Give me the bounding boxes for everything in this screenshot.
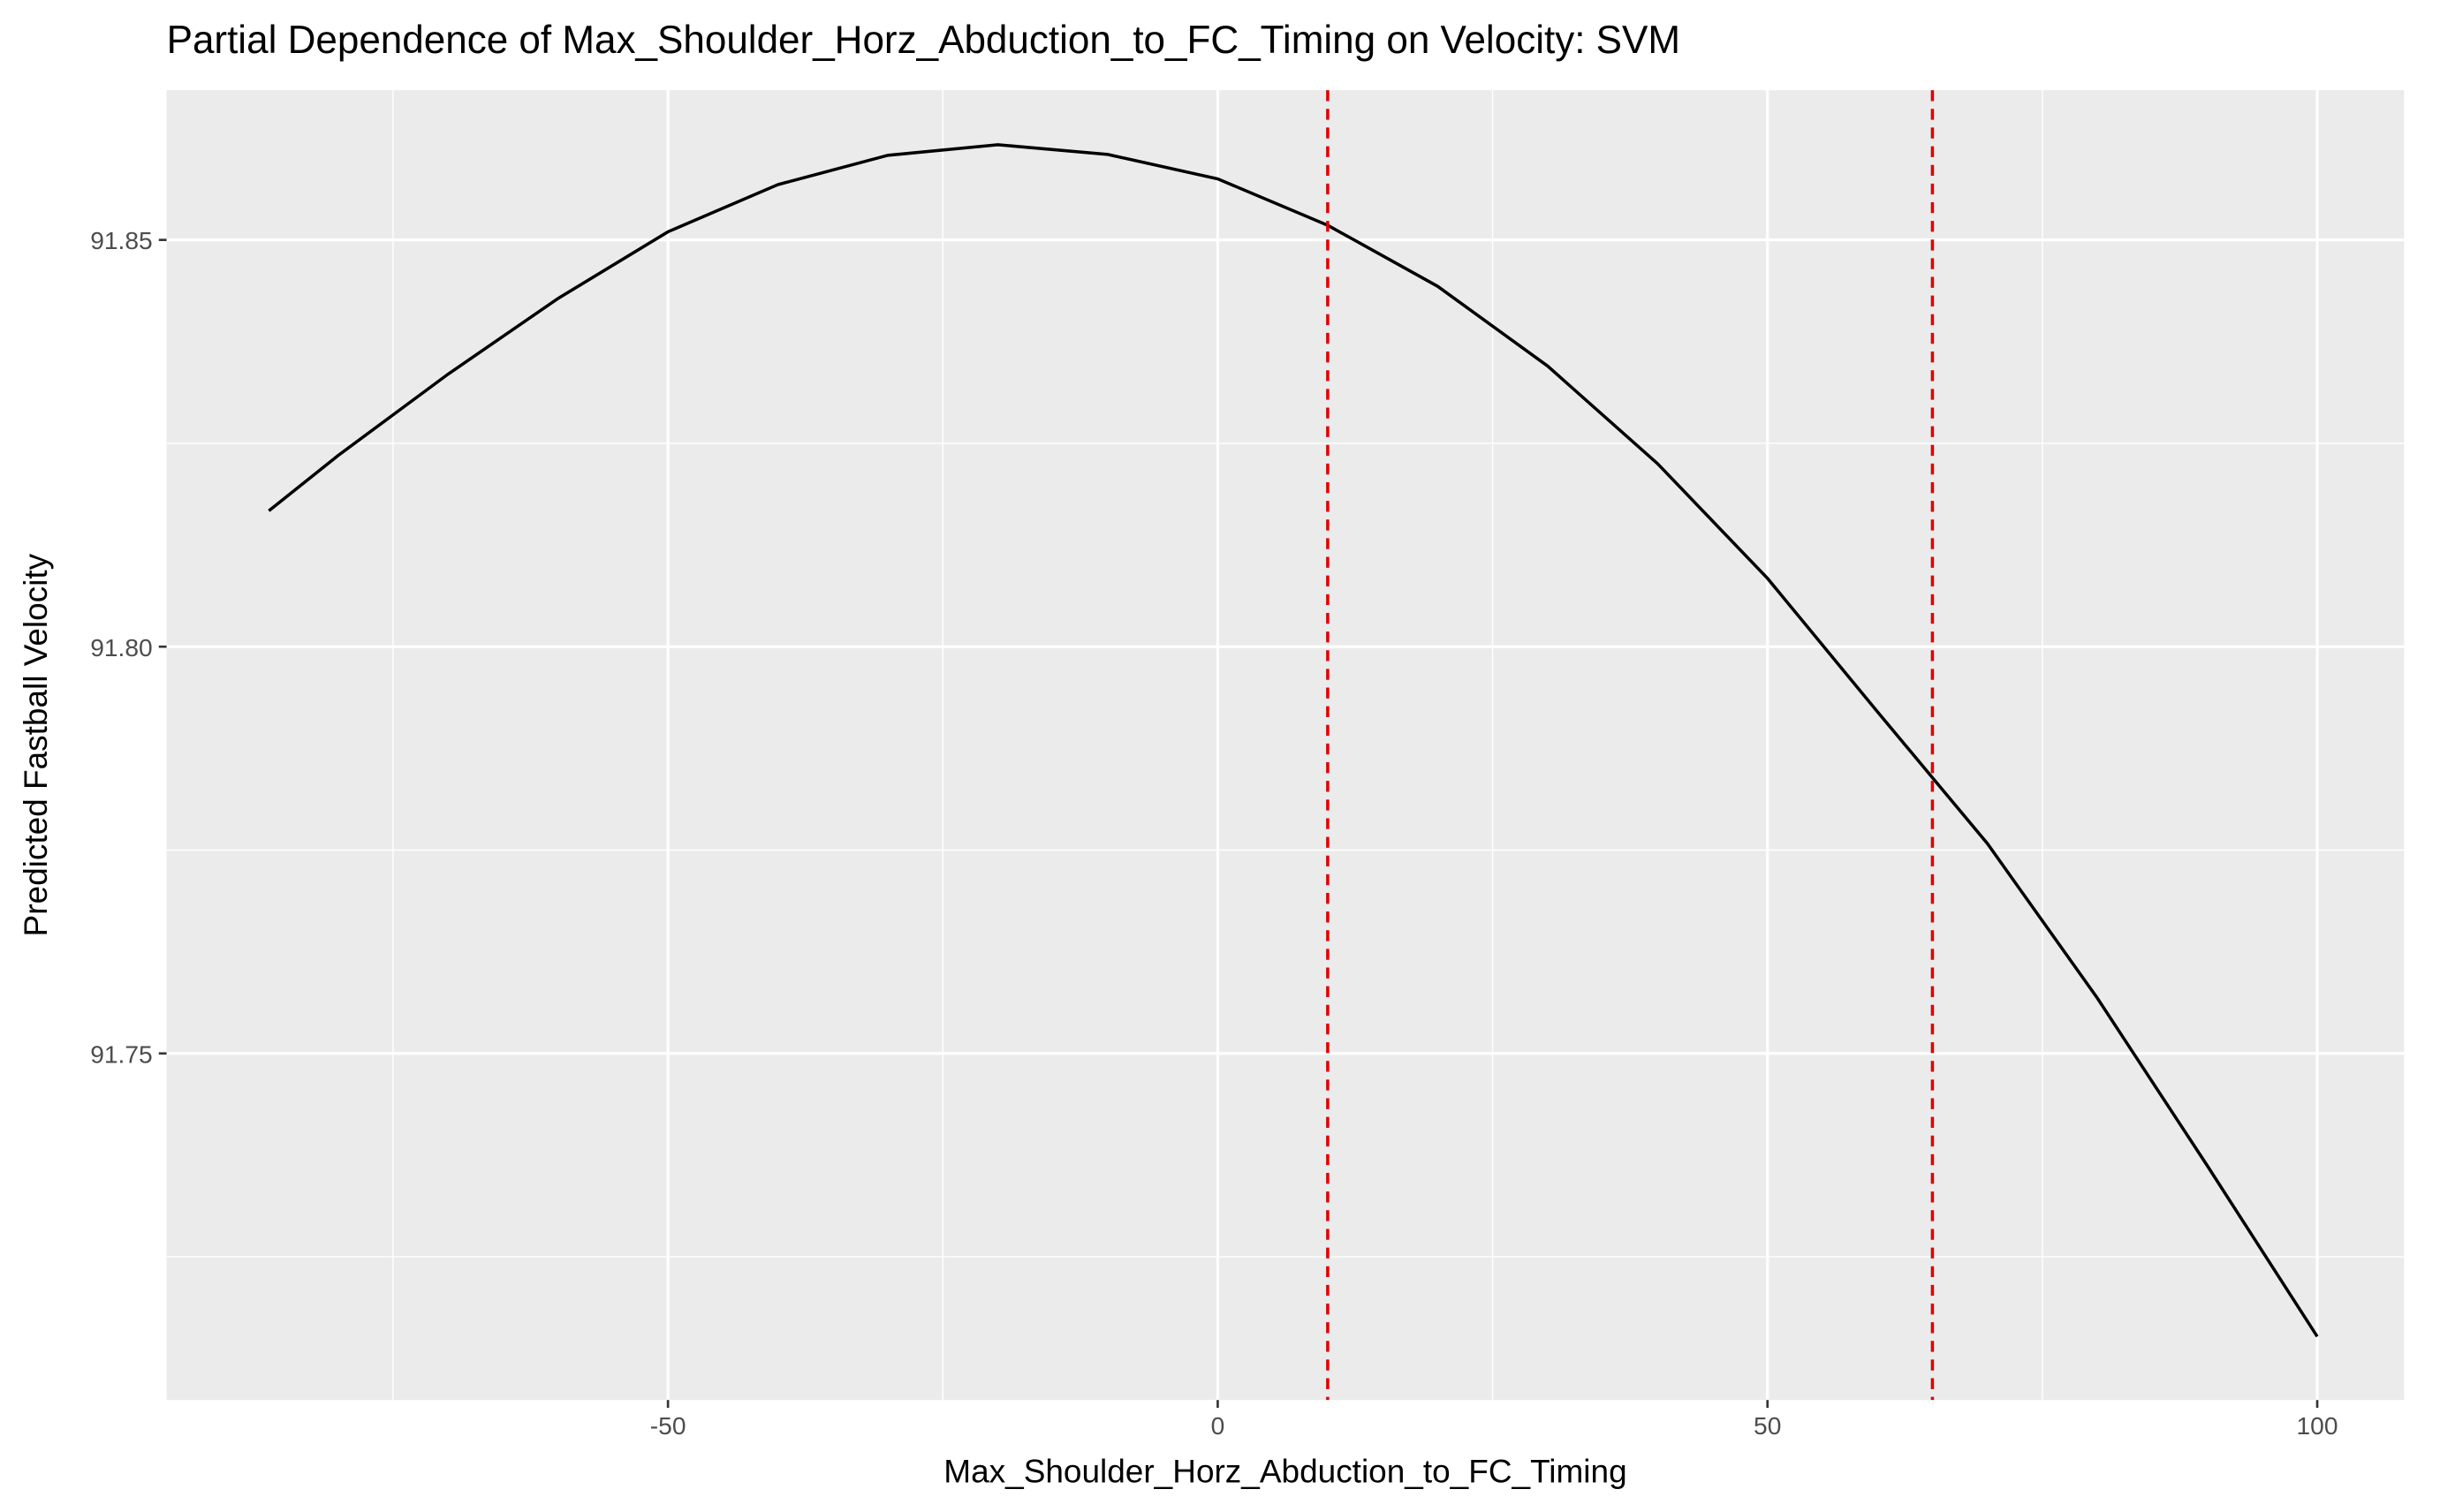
y-tick-label: 91.80 (90, 633, 152, 662)
x-axis-label: Max_Shoulder_Horz_Abduction_to_FC_Timing (943, 1454, 1626, 1490)
x-tick-label: 100 (2297, 1411, 2338, 1440)
panel (166, 90, 2405, 1401)
y-axis-label: Predicted Fastball Velocity (18, 553, 54, 936)
y-tick-label: 91.75 (90, 1040, 152, 1068)
y-tick-label: 91.85 (90, 226, 152, 254)
x-tick-label: -50 (650, 1411, 686, 1440)
line (268, 143, 2319, 1338)
x-tick-label: 0 (1211, 1411, 1225, 1440)
x-tick-label: 50 (1754, 1411, 1781, 1440)
chart-title: Partial Dependence of Max_Shoulder_Horz_… (167, 19, 1680, 62)
